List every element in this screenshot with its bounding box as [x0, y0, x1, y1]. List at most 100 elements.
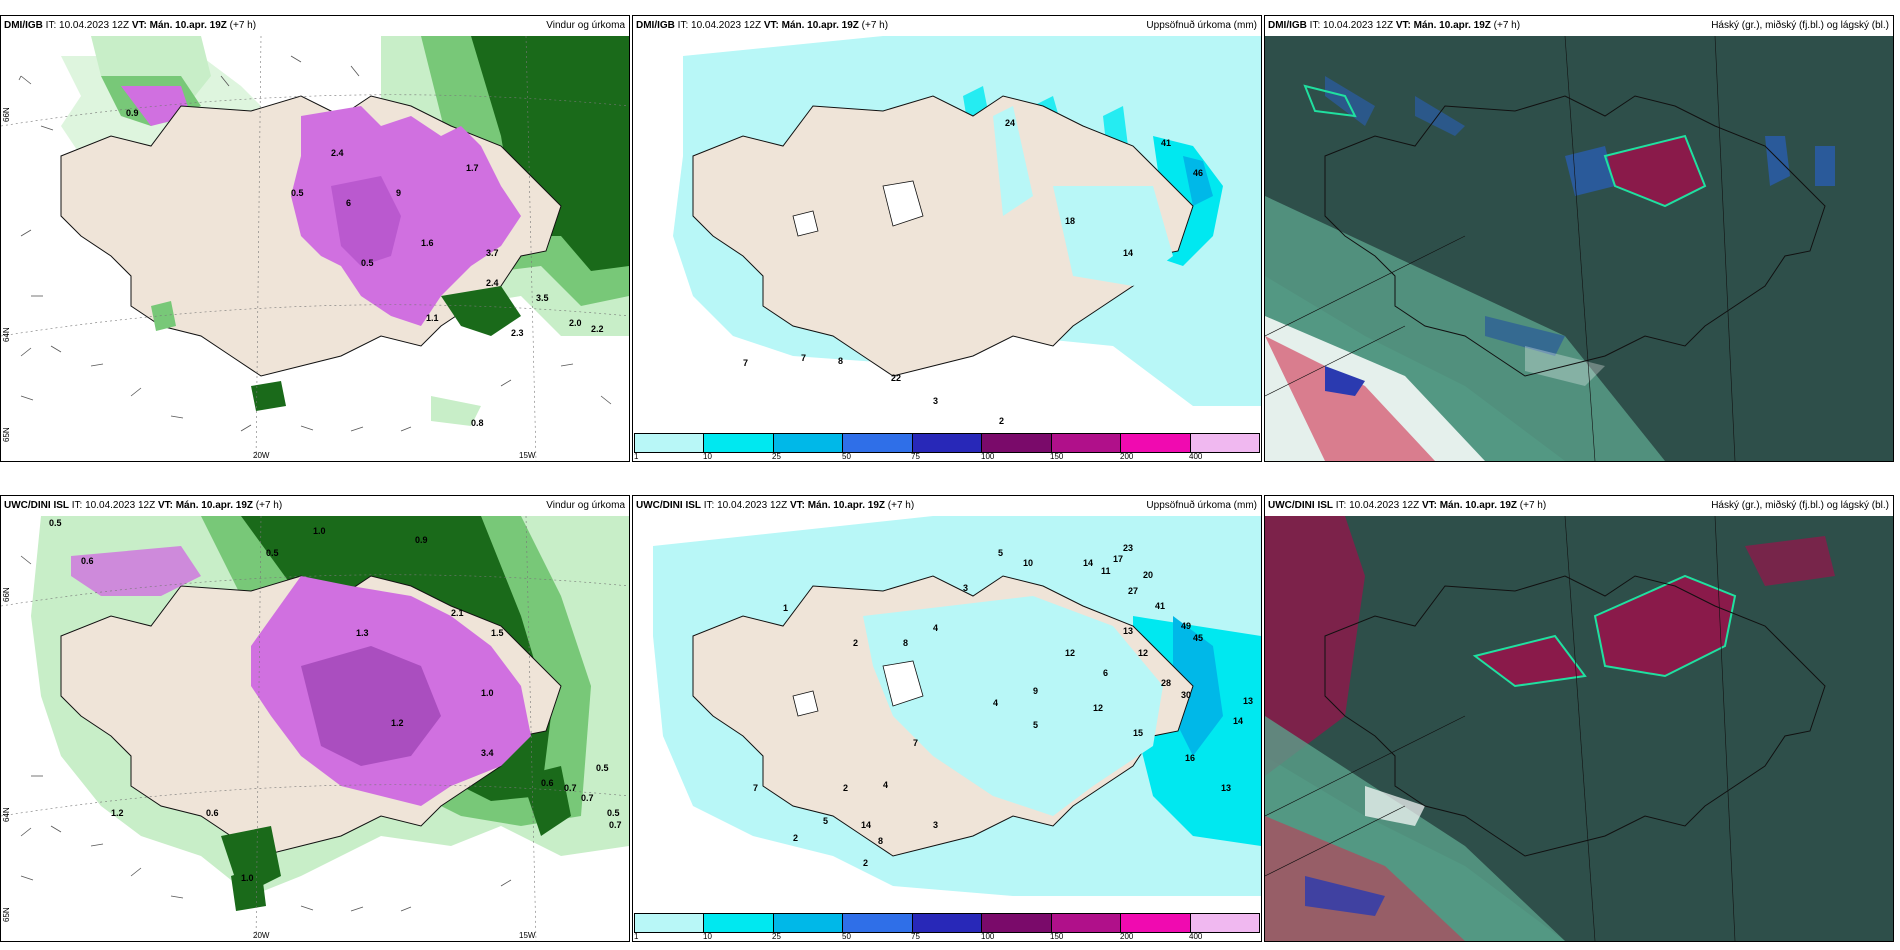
map-area[interactable]: [1265, 36, 1893, 461]
svg-text:28: 28: [1161, 678, 1171, 688]
svg-text:8: 8: [838, 356, 843, 366]
svg-text:14: 14: [1123, 248, 1133, 258]
panel-header: UWC/DINI ISL IT: 10.04.2023 12Z VT: Mán.…: [1, 496, 629, 516]
svg-text:15: 15: [1133, 728, 1143, 738]
svg-text:2.1: 2.1: [451, 608, 464, 618]
svg-text:64N: 64N: [2, 327, 11, 342]
svg-text:2.2: 2.2: [591, 324, 604, 334]
panel-header: DMI/IGB IT: 10.04.2023 12Z VT: Mán. 10.a…: [1, 16, 629, 36]
svg-text:2.0: 2.0: [569, 318, 582, 328]
svg-text:20: 20: [1143, 570, 1153, 580]
svg-text:10: 10: [1023, 558, 1033, 568]
svg-text:1: 1: [783, 603, 788, 613]
svg-text:3.7: 3.7: [486, 248, 499, 258]
panel-header: UWC/DINI ISL IT: 10.04.2023 12Z VT: Mán.…: [633, 496, 1261, 516]
svg-text:0.8: 0.8: [471, 418, 484, 428]
svg-text:7: 7: [743, 358, 748, 368]
svg-text:5: 5: [998, 548, 1003, 558]
svg-text:4: 4: [933, 623, 938, 633]
svg-text:0.5: 0.5: [607, 808, 620, 818]
colorbar: 1 10 25 50 75 100 150 200 400: [633, 911, 1261, 941]
svg-text:1.0: 1.0: [313, 526, 326, 536]
svg-text:17: 17: [1113, 554, 1123, 564]
header-product: Vindur og úrkoma: [546, 20, 625, 31]
svg-text:6: 6: [346, 198, 351, 208]
header-info: UWC/DINI ISL IT: 10.04.2023 12Z VT: Mán.…: [4, 500, 283, 511]
svg-text:0.7: 0.7: [581, 793, 594, 803]
svg-text:1.5: 1.5: [491, 628, 504, 638]
svg-text:2: 2: [863, 858, 868, 868]
svg-text:2: 2: [853, 638, 858, 648]
svg-text:3: 3: [933, 820, 938, 830]
svg-text:30: 30: [1181, 690, 1191, 700]
svg-text:49: 49: [1181, 621, 1191, 631]
header-product: Vindur og úrkoma: [546, 500, 625, 511]
svg-text:8: 8: [878, 836, 883, 846]
svg-text:0.5: 0.5: [361, 258, 374, 268]
svg-text:0.5: 0.5: [596, 763, 609, 773]
svg-text:65N: 65N: [2, 427, 11, 442]
map-area[interactable]: [1265, 516, 1893, 941]
header-info: DMI/IGB IT: 10.04.2023 12Z VT: Mán. 10.a…: [1268, 20, 1521, 31]
svg-text:45: 45: [1193, 633, 1203, 643]
map-area[interactable]: 0.5 0.6 0.5 1.0 0.9 2.1 1.3 1.0 1.5 1.2 …: [1, 516, 629, 941]
header-info: DMI/IGB IT: 10.04.2023 12Z VT: Mán. 10.a…: [636, 20, 889, 31]
svg-text:1.6: 1.6: [421, 238, 434, 248]
svg-text:14: 14: [1083, 558, 1093, 568]
svg-text:22: 22: [891, 373, 901, 383]
svg-text:20W: 20W: [253, 451, 270, 460]
svg-text:7: 7: [801, 353, 806, 363]
panel-header: UWC/DINI ISL IT: 10.04.2023 12Z VT: Mán.…: [1265, 496, 1893, 516]
svg-text:1.7: 1.7: [466, 163, 479, 173]
svg-text:3: 3: [933, 396, 938, 406]
svg-text:11: 11: [1101, 566, 1111, 576]
svg-text:24: 24: [1005, 118, 1015, 128]
svg-text:2: 2: [793, 833, 798, 843]
svg-text:1.2: 1.2: [391, 718, 404, 728]
svg-text:0.7: 0.7: [609, 820, 622, 830]
header-info: DMI/IGB IT: 10.04.2023 12Z VT: Mán. 10.a…: [4, 20, 257, 31]
panel-accum-precip-dmi: DMI/IGB IT: 10.04.2023 12Z VT: Mán. 10.a…: [632, 15, 1262, 462]
svg-text:8: 8: [903, 638, 908, 648]
panel-clouds-dini: UWC/DINI ISL IT: 10.04.2023 12Z VT: Mán.…: [1264, 495, 1894, 942]
svg-text:1.0: 1.0: [481, 688, 494, 698]
svg-text:46: 46: [1193, 168, 1203, 178]
map-area[interactable]: 1 3 2 4 5 10 14 17 23 20 11 27 41 49 45 …: [633, 516, 1261, 911]
svg-text:41: 41: [1161, 138, 1171, 148]
svg-text:14: 14: [861, 820, 871, 830]
svg-text:3: 3: [963, 583, 968, 593]
panel-wind-precip-dmi: DMI/IGB IT: 10.04.2023 12Z VT: Mán. 10.a…: [0, 15, 630, 462]
svg-text:0.5: 0.5: [266, 548, 279, 558]
svg-text:1.0: 1.0: [241, 873, 254, 883]
svg-text:14: 14: [1233, 716, 1243, 726]
svg-text:9: 9: [396, 188, 401, 198]
svg-text:13: 13: [1221, 783, 1231, 793]
svg-text:6: 6: [1103, 668, 1108, 678]
panel-clouds-dmi: DMI/IGB IT: 10.04.2023 12Z VT: Mán. 10.a…: [1264, 15, 1894, 462]
svg-text:3.4: 3.4: [481, 748, 494, 758]
panel-header: DMI/IGB IT: 10.04.2023 12Z VT: Mán. 10.a…: [1265, 16, 1893, 36]
svg-text:12: 12: [1138, 648, 1148, 658]
svg-text:20W: 20W: [253, 931, 270, 940]
svg-text:64N: 64N: [2, 807, 11, 822]
svg-text:4: 4: [993, 698, 998, 708]
panel-header: DMI/IGB IT: 10.04.2023 12Z VT: Mán. 10.a…: [633, 16, 1261, 36]
svg-text:2: 2: [843, 783, 848, 793]
svg-text:15W: 15W: [519, 451, 536, 460]
colorbar-boxes: [634, 913, 1260, 933]
svg-text:5: 5: [823, 816, 828, 826]
svg-text:4: 4: [883, 780, 888, 790]
header-product: Háský (gr.), miðský (fj.bl.) og lágský (…: [1711, 500, 1889, 511]
svg-text:0.5: 0.5: [291, 188, 304, 198]
svg-text:41: 41: [1155, 601, 1165, 611]
header-product: Uppsöfnuð úrkoma (mm): [1146, 20, 1257, 31]
svg-text:66N: 66N: [2, 587, 11, 602]
header-product: Háský (gr.), miðský (fj.bl.) og lágský (…: [1711, 20, 1889, 31]
svg-text:2: 2: [999, 416, 1004, 426]
svg-text:0.6: 0.6: [541, 778, 554, 788]
map-area[interactable]: 0.9 0.5 6 9 1.6 2.4 3.5 2.3 2.0 2.2 0.8 …: [1, 36, 629, 461]
svg-text:5: 5: [1033, 720, 1038, 730]
svg-text:7: 7: [753, 783, 758, 793]
header-info: UWC/DINI ISL IT: 10.04.2023 12Z VT: Mán.…: [636, 500, 915, 511]
map-area[interactable]: 24 41 46 18 14 7 7 8 22 3 2: [633, 36, 1261, 431]
